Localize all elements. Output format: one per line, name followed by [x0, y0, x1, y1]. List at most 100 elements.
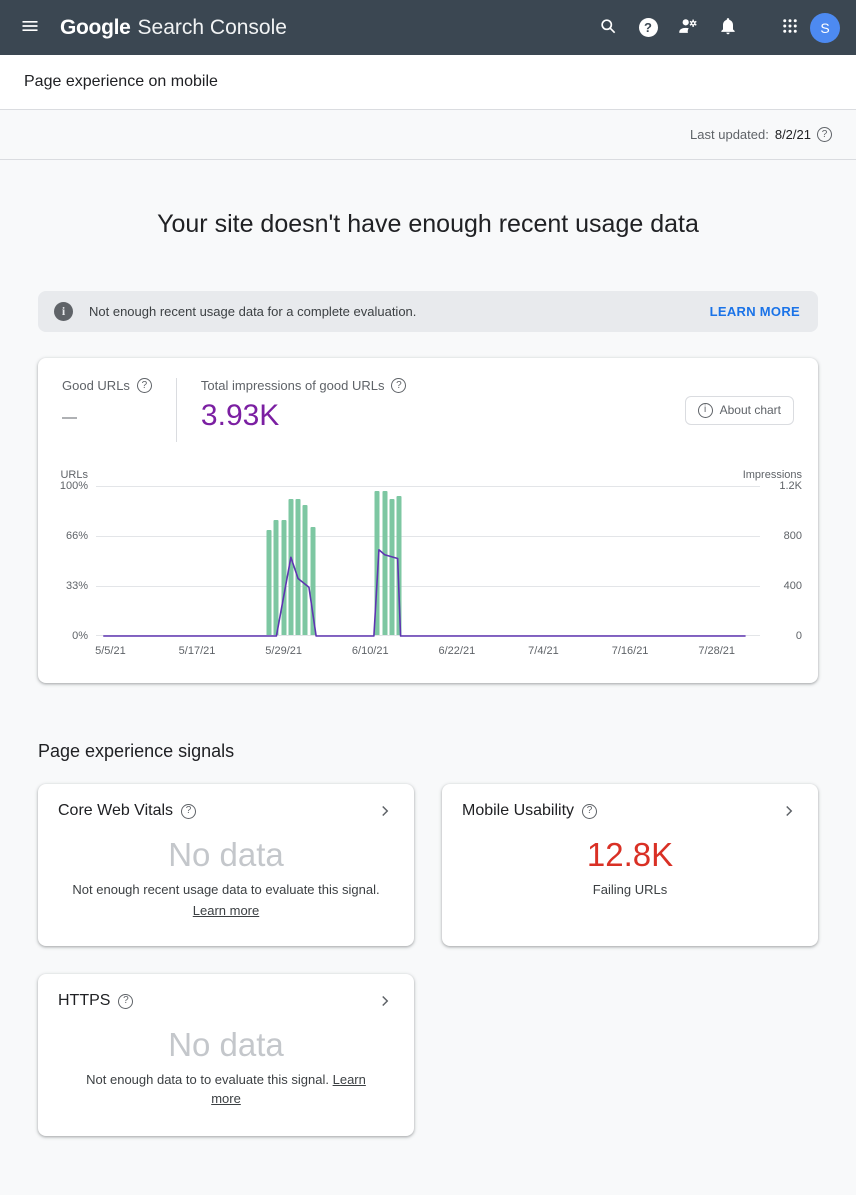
chart-plot [96, 486, 760, 636]
good-urls-bar[interactable] [273, 519, 279, 635]
y-axis-left: URLs 100% 66% 33% 0% [50, 469, 96, 642]
about-chart-info-icon: i [697, 402, 713, 418]
impressions-label: Total impressions of good URLs [200, 378, 385, 393]
good-urls-bar[interactable] [396, 495, 402, 635]
apps-grid-button[interactable] [770, 8, 810, 48]
https-learn-more-link[interactable]: Learn more [211, 1072, 366, 1106]
y-axis-label: 0% [72, 629, 88, 642]
mobile-usability-help-icon[interactable]: ? [582, 803, 598, 819]
header-divider [175, 378, 177, 442]
x-axis-label: 6/10/21 [351, 645, 389, 657]
last-updated-date: 8/2/21 [774, 127, 811, 142]
good-urls-bar[interactable] [389, 498, 395, 635]
core-web-vitals-caption: Not enough recent usage data to evaluate… [58, 881, 394, 921]
y-axis-right-title: Impressions [742, 469, 802, 481]
chevron-right-icon[interactable] [780, 802, 798, 820]
google-logo-text: Google [60, 15, 131, 39]
banner-learn-more-link[interactable]: LEARN MORE [709, 304, 800, 319]
product-name-text: Search Console [137, 15, 287, 39]
about-chart-label: About chart [719, 403, 781, 417]
x-axis-label: 7/4/21 [528, 645, 559, 657]
impressions-line [96, 486, 760, 636]
y-axis-right: Impressions 1.2K 800 400 0 [743, 469, 806, 642]
https-caption: Not enough data to to evaluate this sign… [58, 1071, 394, 1109]
core-web-vitals-card[interactable]: Core Web Vitals ? No data Not enough rec… [38, 784, 414, 946]
y-axis-label: 33% [65, 579, 88, 592]
about-chart-button[interactable]: i About chart [684, 395, 794, 425]
https-card[interactable]: HTTPS ? No data Not enough data to to ev… [38, 974, 414, 1136]
https-title: HTTPS [58, 992, 111, 1009]
info-banner: i Not enough recent usage data for a com… [38, 291, 818, 332]
good-urls-block: Good URLs ? — [62, 378, 152, 426]
good-urls-bar[interactable] [310, 527, 316, 635]
gridline [96, 586, 760, 587]
impressions-help-icon[interactable]: ? [391, 378, 407, 393]
help-button[interactable]: ? [628, 8, 668, 48]
product-logo[interactable]: Google Search Console [60, 16, 287, 40]
bell-icon [718, 16, 738, 39]
no-data-headline: Your site doesn't have enough recent usa… [157, 210, 699, 238]
good-urls-value: — [62, 409, 77, 426]
good-urls-bar[interactable] [288, 498, 294, 635]
good-urls-label: Good URLs [62, 378, 130, 393]
y-axis-label: 0 [795, 629, 802, 642]
https-caption-text: Not enough data to to evaluate this sign… [86, 1072, 329, 1087]
y-axis-label: 100% [59, 480, 88, 492]
usage-chart-card: Good URLs ? — Total impressions of good … [38, 358, 818, 683]
mobile-usability-caption: Failing URLs [592, 882, 668, 897]
y-axis-label: 400 [783, 579, 802, 592]
good-urls-bar[interactable] [302, 504, 308, 635]
y-axis-left-title: URLs [60, 469, 88, 481]
x-axis-label: 5/5/21 [95, 645, 126, 657]
y-axis-label: 66% [65, 529, 88, 542]
notifications-button[interactable] [708, 8, 748, 48]
mobile-usability-title: Mobile Usability [462, 802, 575, 819]
good-urls-bar[interactable] [382, 491, 388, 635]
core-web-vitals-caption-text: Not enough recent usage data to evaluate… [72, 882, 380, 897]
info-icon: i [54, 302, 73, 321]
x-axis-label: 5/17/21 [178, 645, 216, 657]
x-axis-label: 7/16/21 [611, 645, 649, 657]
chart: URLs 100% 66% 33% 0% Impressions 1.2K 800 400… [38, 469, 818, 642]
banner-message: Not enough recent usage data for a compl… [89, 304, 417, 319]
app-bar: Google Search Console ? [0, 0, 856, 55]
menu-button[interactable] [10, 8, 50, 48]
user-settings-button[interactable] [668, 8, 708, 48]
apps-grid-icon [781, 17, 799, 38]
x-axis: 5/5/21 5/17/21 5/29/21 6/10/21 6/22/21 7/4/21… [95, 645, 760, 661]
good-urls-help-icon[interactable]: ? [136, 378, 152, 393]
good-urls-bar[interactable] [281, 519, 287, 635]
impressions-value: 3.93K [200, 399, 280, 432]
chevron-right-icon[interactable] [376, 992, 394, 1010]
core-web-vitals-title: Core Web Vitals [58, 802, 174, 819]
y-axis-label: 800 [783, 529, 802, 542]
hamburger-icon [20, 16, 40, 39]
mobile-usability-value: 12.8K [586, 836, 674, 873]
signals-heading: Page experience signals [38, 741, 235, 761]
core-web-vitals-value: No data [168, 836, 284, 873]
y-axis-label: 1.2K [779, 480, 802, 492]
good-urls-bar[interactable] [295, 498, 301, 635]
signal-cards: Core Web Vitals ? No data Not enough rec… [38, 784, 818, 1136]
x-axis-label: 6/22/21 [438, 645, 476, 657]
last-updated-label: Last updated: [690, 127, 769, 142]
https-value: No data [168, 1026, 284, 1063]
https-help-icon[interactable]: ? [118, 993, 134, 1009]
core-web-vitals-learn-more-link[interactable]: Learn more [192, 902, 260, 918]
search-icon [598, 16, 618, 39]
mobile-usability-card[interactable]: Mobile Usability ? 12.8K Failing URLs [442, 784, 818, 946]
gridline [96, 535, 760, 537]
search-button[interactable] [588, 8, 628, 48]
avatar[interactable]: S [810, 12, 840, 43]
core-web-vitals-help-icon[interactable]: ? [181, 803, 197, 819]
last-updated-help-icon[interactable]: ? [817, 127, 832, 142]
impressions-block: Total impressions of good URLs ? 3.93K [201, 378, 407, 433]
page-subheader: Page experience on mobile [0, 55, 856, 110]
user-settings-icon [677, 15, 699, 40]
chevron-right-icon[interactable] [376, 802, 394, 820]
x-axis-label: 5/29/21 [265, 645, 302, 657]
help-icon: ? [638, 18, 658, 37]
x-axis-label: 7/28/21 [698, 645, 736, 657]
chart-card-header: Good URLs ? — Total impressions of good … [38, 378, 818, 442]
good-urls-bar[interactable] [266, 530, 272, 635]
